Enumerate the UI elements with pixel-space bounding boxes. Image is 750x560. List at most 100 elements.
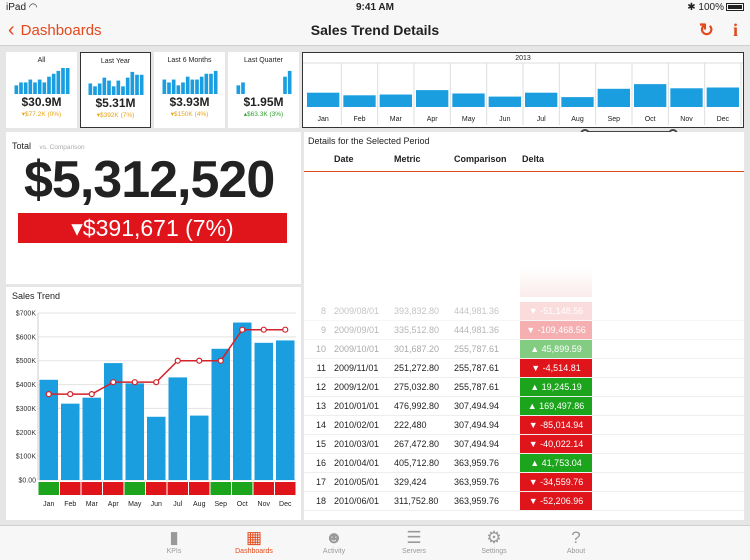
timeline-month-label: May — [462, 116, 476, 123]
sales-bar[interactable] — [190, 415, 209, 480]
sales-bar[interactable] — [61, 403, 80, 480]
kpi-sparkbar — [162, 70, 217, 94]
table-row[interactable]: 15 2010/03/01 267,472.80 307,494.94 ▼ -40,02… — [304, 435, 744, 454]
row-date: 2009/12/01 — [334, 382, 380, 392]
table-row[interactable]: 14 2010/02/01 222,480 307,494.94 ▼ -85,014.9… — [304, 416, 744, 435]
sales-bar[interactable] — [276, 340, 295, 480]
column-header-date[interactable]: Date — [334, 154, 354, 164]
table-row[interactable]: 13 2010/01/01 476,992.80 307,494.94 ▲ 169,49… — [304, 397, 744, 416]
kpi-bar — [18, 82, 23, 94]
timeline-month-label: Sep — [608, 116, 621, 123]
tab-servers[interactable]: ☰ Servers — [374, 528, 454, 555]
timeline-month-label: Aug — [571, 116, 584, 123]
status-indicator — [232, 482, 253, 495]
timeline-month-label: Apr — [427, 116, 439, 123]
kpi-label: All — [37, 57, 46, 64]
timeline-bar — [670, 88, 703, 107]
info-icon[interactable]: i — [732, 20, 738, 40]
row-number: 10 — [315, 344, 326, 354]
refresh-icon[interactable]: ↻ — [698, 20, 714, 40]
kpi-bar — [32, 82, 37, 94]
table-row[interactable]: 16 2010/04/01 405,712.80 363,959.76 ▲ 41,753… — [304, 454, 744, 473]
y-tick-label: $700K — [16, 311, 37, 318]
kpi-bar — [46, 76, 51, 94]
timeline-bar — [488, 96, 521, 107]
x-tick-label: Aug — [193, 501, 206, 508]
kpi-bar — [213, 70, 217, 94]
kpi-bar — [42, 82, 46, 94]
kpi-bar — [287, 70, 291, 94]
comparison-point — [174, 357, 181, 364]
timeline-month-label: Jul — [537, 116, 546, 123]
kpi-label: Last Year — [100, 58, 131, 65]
sales-bar[interactable] — [39, 379, 59, 480]
kpi-bar — [97, 83, 101, 95]
status-bar: iPad ◠ 9:41 AM ✱ 100% — [0, 0, 750, 16]
table-row[interactable]: 12 2009/12/01 275,032.80 255,787.61 ▲ 19,245… — [304, 378, 744, 397]
kpi-tile-last-quarter[interactable]: Last Quarter $1.95M ▴$63.3K (3%) — [228, 52, 299, 128]
sales-bar[interactable] — [233, 322, 252, 480]
kpi-bar — [28, 79, 32, 94]
table-row[interactable]: 8 2009/08/01 393,832.80 444,981.36 ▼ -51,148… — [304, 302, 744, 321]
kpi-tile-last-6-months[interactable]: Last 6 Months $3.93M ▾$150K (4%) — [154, 52, 225, 128]
table-row[interactable]: 17 2010/05/01 329,424 363,959.76 ▼ -34,559.7… — [304, 473, 744, 492]
kpi-bar — [185, 76, 189, 94]
tab-dashboards[interactable]: ▦ Dashboards — [214, 528, 294, 555]
back-button[interactable]: ‹ Dashboards — [8, 20, 102, 40]
status-indicator — [189, 482, 210, 495]
sales-bar[interactable] — [125, 383, 145, 480]
row-comparison: 444,981.36 — [454, 325, 500, 335]
table-row[interactable]: 18 2010/06/01 311,752.80 363,959.76 ▼ -52,20… — [304, 492, 744, 511]
kpi-bar — [106, 80, 111, 95]
sales-bar[interactable] — [211, 348, 231, 480]
table-row[interactable]: 11 2009/11/01 251,272.80 255,787.61 ▼ -4,514… — [304, 359, 744, 378]
kpi-bar — [236, 85, 240, 94]
column-header-delta[interactable]: Delta — [522, 154, 545, 164]
kpi-value: $1.95M — [243, 95, 284, 109]
comparison-point — [45, 391, 52, 398]
row-number: 17 — [315, 477, 326, 487]
kpi-delta: ▾$77.2K (0%) — [21, 111, 62, 118]
kpi-value: $30.9M — [21, 95, 62, 109]
kpi-tile-all[interactable]: All $30.9M ▾$77.2K (0%) — [6, 52, 77, 128]
row-comparison: 255,787.61 — [454, 382, 500, 392]
row-metric: 335,512.80 — [394, 325, 440, 335]
sales-bar[interactable] — [104, 363, 123, 480]
tab-about[interactable]: ? About — [536, 528, 616, 555]
kpi-tile-last-year[interactable]: Last Year $5.31M ▾$392K (7%) — [80, 52, 151, 128]
kpi-bar — [60, 68, 65, 94]
tab-settings[interactable]: ⚙ Settings — [454, 528, 534, 555]
people-icon: ☻ — [325, 528, 343, 547]
sales-bar[interactable] — [168, 377, 188, 480]
column-header-metric[interactable]: Metric — [394, 154, 421, 164]
comparison-point — [239, 326, 246, 333]
kpi-bar — [194, 79, 199, 94]
row-metric: 311,752.80 — [394, 496, 439, 506]
kpi-bar — [199, 76, 203, 94]
sales-bar[interactable] — [254, 342, 274, 480]
row-number: 14 — [315, 420, 326, 430]
row-metric: 251,272.80 — [394, 363, 440, 373]
details-table-body[interactable]: 8 2009/08/01 393,832.80 444,981.36 ▼ -51,148… — [304, 302, 744, 511]
timeline-selector[interactable]: 2013 Jan Feb Mar Apr May Jun Jul Aug Sep Oct Nov De… — [302, 52, 744, 128]
sales-bar[interactable] — [82, 397, 102, 480]
row-delta: ▲ 19,245.19 — [520, 378, 592, 396]
column-header-comparison[interactable]: Comparison — [454, 154, 507, 164]
battery-icon — [726, 3, 744, 11]
status-indicator — [210, 482, 231, 495]
status-indicator — [81, 482, 102, 495]
tab-activity[interactable]: ☻ Activity — [294, 528, 374, 555]
kpi-bar — [282, 76, 287, 94]
tab-kpis[interactable]: ▮ KPIs — [134, 528, 214, 555]
timeline-chart[interactable]: Jan Feb Mar Apr May Jun Jul Aug Sep Oct Nov Dec — [303, 53, 743, 127]
sales-bar[interactable] — [147, 416, 166, 480]
status-indicator — [146, 482, 167, 495]
kpi-bar — [171, 79, 175, 94]
comparison-point — [196, 357, 203, 364]
table-row[interactable]: 9 2009/09/01 335,512.80 444,981.36 ▼ -109,46… — [304, 321, 744, 340]
status-indicator — [38, 482, 59, 495]
table-row[interactable]: 10 2009/10/01 301,687.20 255,787.61 ▲ 45,899… — [304, 340, 744, 359]
timeline-bar — [634, 84, 667, 107]
row-comparison: 255,787.61 — [454, 344, 500, 354]
row-date: 2009/08/01 — [334, 306, 380, 316]
